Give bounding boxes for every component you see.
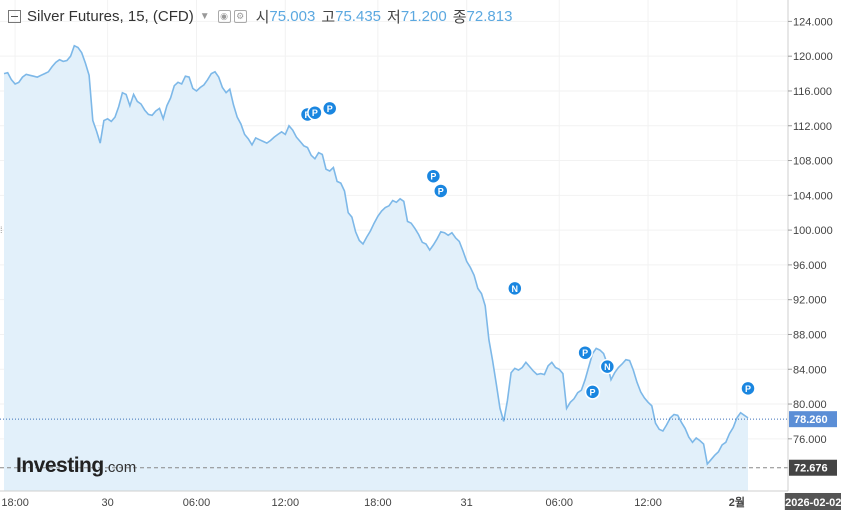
event-marker-circle — [584, 384, 601, 400]
current-price-tag-bg — [789, 411, 837, 428]
x-tick-label: 2월 — [729, 495, 745, 509]
event-marker-p[interactable]: P — [584, 384, 601, 400]
open-label: 시 — [255, 8, 270, 26]
x-tick-label: 12:00 — [634, 497, 662, 509]
investing-logo: Investing.com — [16, 454, 136, 478]
eye-icon[interactable]: ◉ — [217, 9, 231, 23]
high-value: 75.435 — [335, 7, 382, 25]
event-marker-label: N — [512, 284, 519, 294]
y-axis-background — [788, 0, 841, 515]
low-label: 저 — [387, 8, 401, 26]
current-price-tag-label: 78.260 — [794, 414, 828, 426]
event-marker-circle — [321, 100, 338, 117]
crosshair-price-tag-label: 72.676 — [794, 463, 828, 475]
crosshair-time-tag-label: 2026-02-02 15:30:00 — [785, 497, 841, 509]
minus-box-icon[interactable] — [8, 9, 21, 23]
event-marker-label: P — [590, 387, 596, 397]
open-value: 75.003 — [269, 7, 316, 25]
event-marker-p[interactable]: P — [321, 100, 338, 117]
instrument-title[interactable]: Silver Futures, 15, (CFD) — [27, 7, 194, 25]
caret-down-icon[interactable]: ▼ — [199, 10, 210, 22]
y-tick-label: 112.000 — [793, 121, 832, 133]
crosshair-time-tag-bg — [784, 493, 841, 510]
scroll-handle-icon[interactable]: ⁞ — [0, 225, 3, 235]
y-tick-label: 108.000 — [793, 156, 833, 168]
x-tick-label: 06:00 — [545, 497, 573, 509]
x-tick-label: 31 — [461, 497, 473, 509]
event-marker-p[interactable]: P — [433, 183, 449, 199]
chart-legend: Silver Futures, 15, (CFD) ▼ ◉ ⚙ 시 75.003 … — [8, 6, 512, 26]
x-axis: 18:00 30 06:00 12:00 18:00 31 06:00 12:00 2월 — [0, 490, 841, 515]
event-marker-label: P — [430, 172, 436, 182]
event-marker-p[interactable]: P — [577, 344, 593, 361]
current-price-tag: 78.260 — [789, 411, 837, 428]
high-label: 고 — [321, 8, 336, 26]
x-tick-label: 06:00 — [183, 497, 211, 509]
low-value: 71.200 — [400, 7, 447, 25]
event-marker-n[interactable]: N — [507, 280, 523, 297]
event-marker-circle — [740, 380, 756, 397]
y-tick-label: 88.000 — [793, 329, 827, 341]
y-tick-label: 92.000 — [793, 295, 827, 307]
x-tick-label: 18:00 — [364, 497, 392, 509]
gear-icon[interactable]: ⚙ — [233, 9, 247, 23]
y-axis: 124.000 120.000 116.000 112.000 108.000 104.0… — [787, 0, 841, 515]
event-marker-p[interactable]: P — [425, 168, 442, 184]
event-marker-circle — [307, 104, 323, 121]
event-marker-circle — [433, 183, 449, 199]
y-tick-label: 116.000 — [793, 86, 832, 98]
event-marker-p[interactable]: P — [740, 380, 756, 397]
event-markers[interactable]: PPPPPNPPNP — [299, 100, 756, 400]
logo-suffix: .com — [103, 459, 137, 476]
x-tick-label: 12:00 — [272, 497, 300, 509]
y-tick-label: 124.000 — [793, 16, 833, 28]
crosshair-price-tag-bg — [789, 459, 837, 476]
event-marker-circle — [507, 280, 523, 297]
event-marker-circle — [577, 344, 593, 361]
event-marker-label: N — [604, 362, 611, 372]
event-marker-label: P — [745, 384, 751, 394]
price-line — [3, 44, 749, 466]
price-area-fill — [4, 45, 748, 491]
y-tick-label: 100.000 — [793, 225, 833, 237]
crosshair-time-tag: 2026-02-02 15:30:00 — [784, 493, 841, 510]
event-marker-p[interactable]: P — [307, 104, 323, 121]
crosshair-price-tag: 72.676 — [789, 459, 837, 476]
close-value: 72.813 — [466, 7, 513, 25]
event-marker-label: P — [582, 348, 588, 358]
logo-main: Investing — [16, 454, 104, 477]
y-tick-label: 96.000 — [793, 260, 827, 272]
x-tick-label: 30 — [102, 497, 114, 509]
y-tick-label: 84.000 — [793, 364, 827, 376]
price-tags: 78.260 72.676 2026-02-02 15:30:00 — [784, 411, 841, 510]
event-marker-label: P — [327, 104, 333, 114]
event-marker-circle — [425, 168, 442, 184]
event-marker-n[interactable]: N — [599, 358, 616, 375]
y-tick-label: 120.000 — [793, 51, 833, 63]
event-marker-circle — [599, 358, 616, 375]
y-tick-label: 80.000 — [793, 399, 827, 411]
event-marker-label: P — [438, 186, 444, 196]
x-axis-background — [0, 491, 841, 515]
event-marker-label: P — [312, 108, 318, 118]
y-tick-label: 76.000 — [793, 434, 827, 446]
y-tick-label: 104.000 — [793, 190, 833, 202]
x-tick-label: 18:00 — [1, 497, 29, 509]
close-label: 종 — [452, 8, 467, 26]
